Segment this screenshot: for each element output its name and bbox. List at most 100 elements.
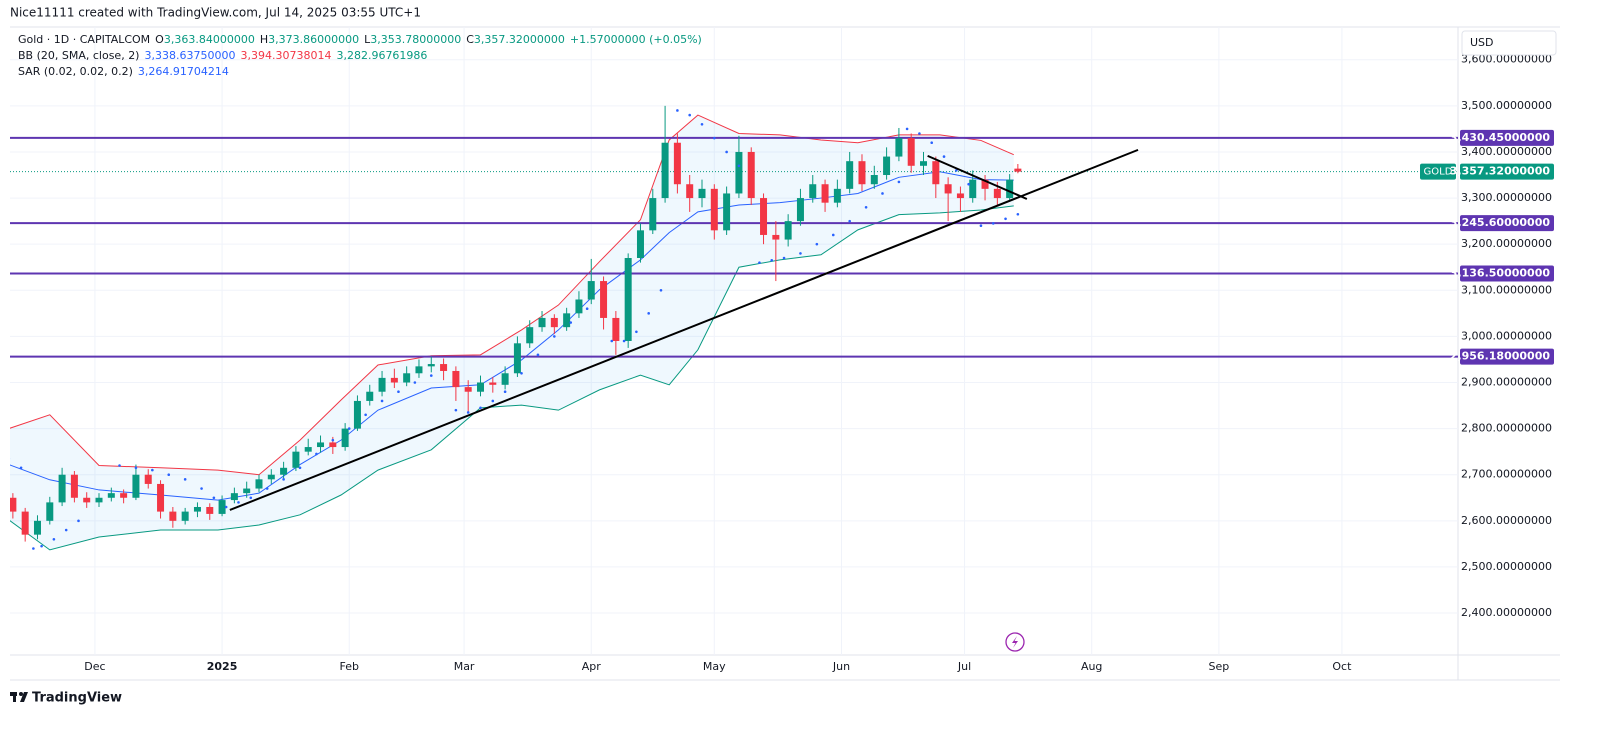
candle-body	[292, 451, 300, 468]
last-price-box	[1460, 163, 1554, 180]
sar-dot	[52, 537, 56, 541]
candle-body	[304, 447, 312, 452]
legend-item: BB (20, SMA, close, 2)	[18, 49, 139, 62]
candle-body	[870, 175, 878, 185]
sar-dot	[364, 413, 367, 417]
legend-item: O	[155, 33, 164, 46]
candle-body	[587, 281, 595, 300]
sar-dot	[676, 109, 679, 112]
sar-dot	[1004, 217, 1007, 221]
candle-body	[1006, 179, 1014, 199]
x-tick-label: Jul	[957, 660, 971, 673]
y-tick-label: 3,600.00000000	[1461, 53, 1552, 66]
candle-body	[329, 442, 337, 448]
x-tick-label: Feb	[339, 660, 358, 673]
candle-body	[280, 467, 288, 475]
sar-dot	[298, 466, 302, 470]
sar-dot	[466, 411, 470, 414]
trend-line	[229, 148, 1139, 511]
y-tick-label: 2,400.00000000	[1461, 606, 1552, 619]
candle-body	[230, 493, 238, 501]
sar-dot	[713, 136, 716, 140]
sar-dot	[331, 438, 335, 442]
candle-body	[723, 193, 731, 231]
brand-logo	[10, 692, 28, 702]
legend-item: +1.57000000 (+0.05%)	[570, 33, 702, 46]
y-tick-label: 3,000.00000000	[1461, 329, 1552, 342]
sar-dot	[479, 406, 482, 410]
sar-dot	[32, 547, 35, 550]
candle-body	[70, 474, 78, 498]
level-label-box	[1460, 129, 1554, 146]
last-price-name-box	[1420, 163, 1456, 180]
candle-body	[661, 142, 669, 199]
sar-dot	[64, 528, 68, 532]
candle-body	[612, 317, 620, 341]
candle-body	[206, 506, 214, 514]
candle-body	[784, 221, 792, 240]
x-tick-label: Dec	[84, 660, 105, 673]
sar-dot	[815, 242, 819, 246]
legend-item: L	[364, 33, 371, 46]
x-tick-label: Oct	[1332, 660, 1352, 673]
candle-body	[46, 502, 54, 521]
candle-body	[95, 497, 103, 503]
candle-body	[526, 327, 534, 344]
trend-line	[927, 154, 1028, 200]
candle-body	[501, 373, 509, 385]
candle-body	[317, 442, 325, 448]
y-tick-label: 2,500.00000000	[1461, 560, 1552, 573]
y-tick-label: 3,500.00000000	[1461, 99, 1552, 112]
sar-dot	[905, 127, 909, 131]
legend-item: H	[260, 33, 268, 46]
candle-body	[157, 483, 165, 512]
sar-dot	[700, 122, 704, 126]
legend-line: Gold · 1D · CAPITALCOM O3,363.84000000 H3,…	[18, 33, 702, 46]
candle-body	[452, 370, 460, 388]
sar-dot	[10, 458, 11, 459]
candle-body	[464, 387, 472, 392]
sar-dot	[249, 496, 253, 500]
y-tick-label: 2,600.00000000	[1461, 514, 1552, 527]
sar-dot	[265, 487, 269, 490]
candle-body	[181, 511, 189, 521]
candle-body	[58, 474, 66, 503]
candle-body	[796, 198, 804, 222]
candle-body	[846, 161, 854, 189]
candle-body	[169, 511, 177, 521]
sar-dot	[967, 182, 970, 186]
candle-body	[944, 184, 952, 194]
candle-body	[538, 317, 546, 328]
candle-body	[440, 364, 448, 371]
candle-body	[415, 366, 423, 374]
last-price-name: GOLD	[1424, 167, 1453, 178]
candle-body	[267, 474, 275, 480]
candle-body	[120, 493, 128, 498]
sar-dot	[134, 466, 138, 470]
legend-item: 3,394.30738014	[240, 49, 331, 62]
sar-dot	[380, 399, 384, 403]
sar-dot	[40, 544, 43, 548]
candle-body	[107, 493, 115, 498]
sar-dot	[688, 113, 691, 117]
sar-dot	[397, 390, 400, 394]
sar-dot	[167, 473, 171, 477]
sar-dot	[647, 312, 650, 315]
candle-body	[883, 156, 891, 176]
bb-lower	[10, 205, 1014, 551]
sar-dot	[212, 496, 216, 500]
sar-dot	[553, 335, 556, 338]
candle-body	[760, 198, 768, 235]
currency-box[interactable]	[1461, 30, 1557, 56]
sar-dot	[429, 374, 433, 377]
x-tick-label: Jun	[832, 660, 850, 673]
candle-body	[1014, 168, 1022, 172]
sar-dot	[930, 141, 934, 145]
legend-item: 3,282.96761986	[336, 49, 427, 62]
sar-dot	[347, 427, 351, 430]
candle-body	[575, 299, 583, 314]
sar-dot	[831, 233, 835, 237]
legend-item: C	[466, 33, 474, 46]
sar-dot	[237, 501, 240, 504]
candle-body	[821, 184, 829, 203]
